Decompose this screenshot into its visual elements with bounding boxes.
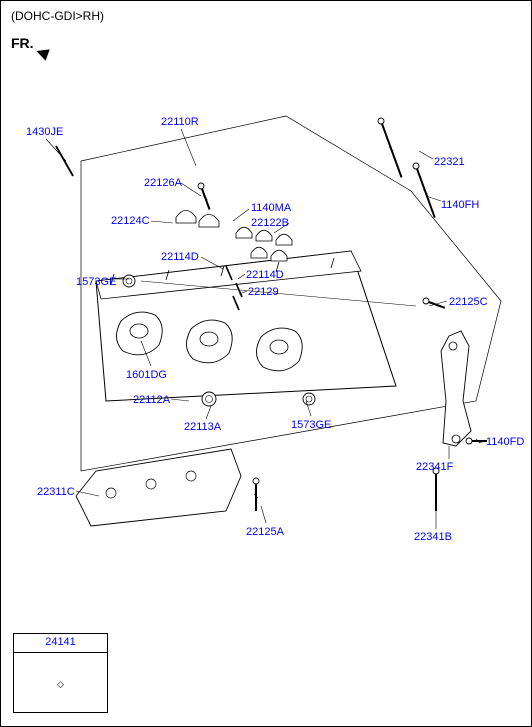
part-label-22110R: 22110R xyxy=(161,116,199,128)
inset-part-glyph: ◇ xyxy=(57,679,64,690)
part-label-1573GE: 1573GE xyxy=(76,276,116,288)
part-label-22126A: 22126A xyxy=(144,177,182,189)
part-label-22114D: 22114D xyxy=(246,269,284,281)
part-label-1140MA: 1140MA xyxy=(251,202,291,214)
part-label-22113A: 22113A xyxy=(184,421,221,433)
diagram-page: (DOHC-GDI>RH) FR. 1430JE22110R223211140F… xyxy=(0,0,532,727)
part-label-22124C: 22124C xyxy=(111,215,150,227)
part-label-1573GE: 1573GE xyxy=(291,419,331,431)
part-label-1140FD: 1140FD xyxy=(486,436,524,448)
part-label-22125C: 22125C xyxy=(449,296,488,308)
part-label-22311C: 22311C xyxy=(37,486,75,498)
inset-part-label: 24141 xyxy=(45,636,76,648)
part-label-22321: 22321 xyxy=(434,156,465,168)
part-label-22114D: 22114D xyxy=(161,251,199,263)
part-label-22129: 22129 xyxy=(248,286,279,298)
part-label-1601DG: 1601DG xyxy=(126,369,167,381)
part-label-1430JE: 1430JE xyxy=(26,126,63,138)
part-label-22112A: 22112A xyxy=(133,394,170,406)
exploded-diagram xyxy=(1,1,532,727)
inset-divider xyxy=(14,652,107,653)
part-label-22341B: 22341B xyxy=(414,531,452,543)
part-label-22125A: 22125A xyxy=(246,526,284,538)
part-label-22341F: 22341F xyxy=(416,461,453,473)
part-label-1140FH: 1140FH xyxy=(441,199,479,211)
inset-box: 24141 ◇ xyxy=(13,633,108,713)
part-label-22122B: 22122B xyxy=(251,217,289,229)
